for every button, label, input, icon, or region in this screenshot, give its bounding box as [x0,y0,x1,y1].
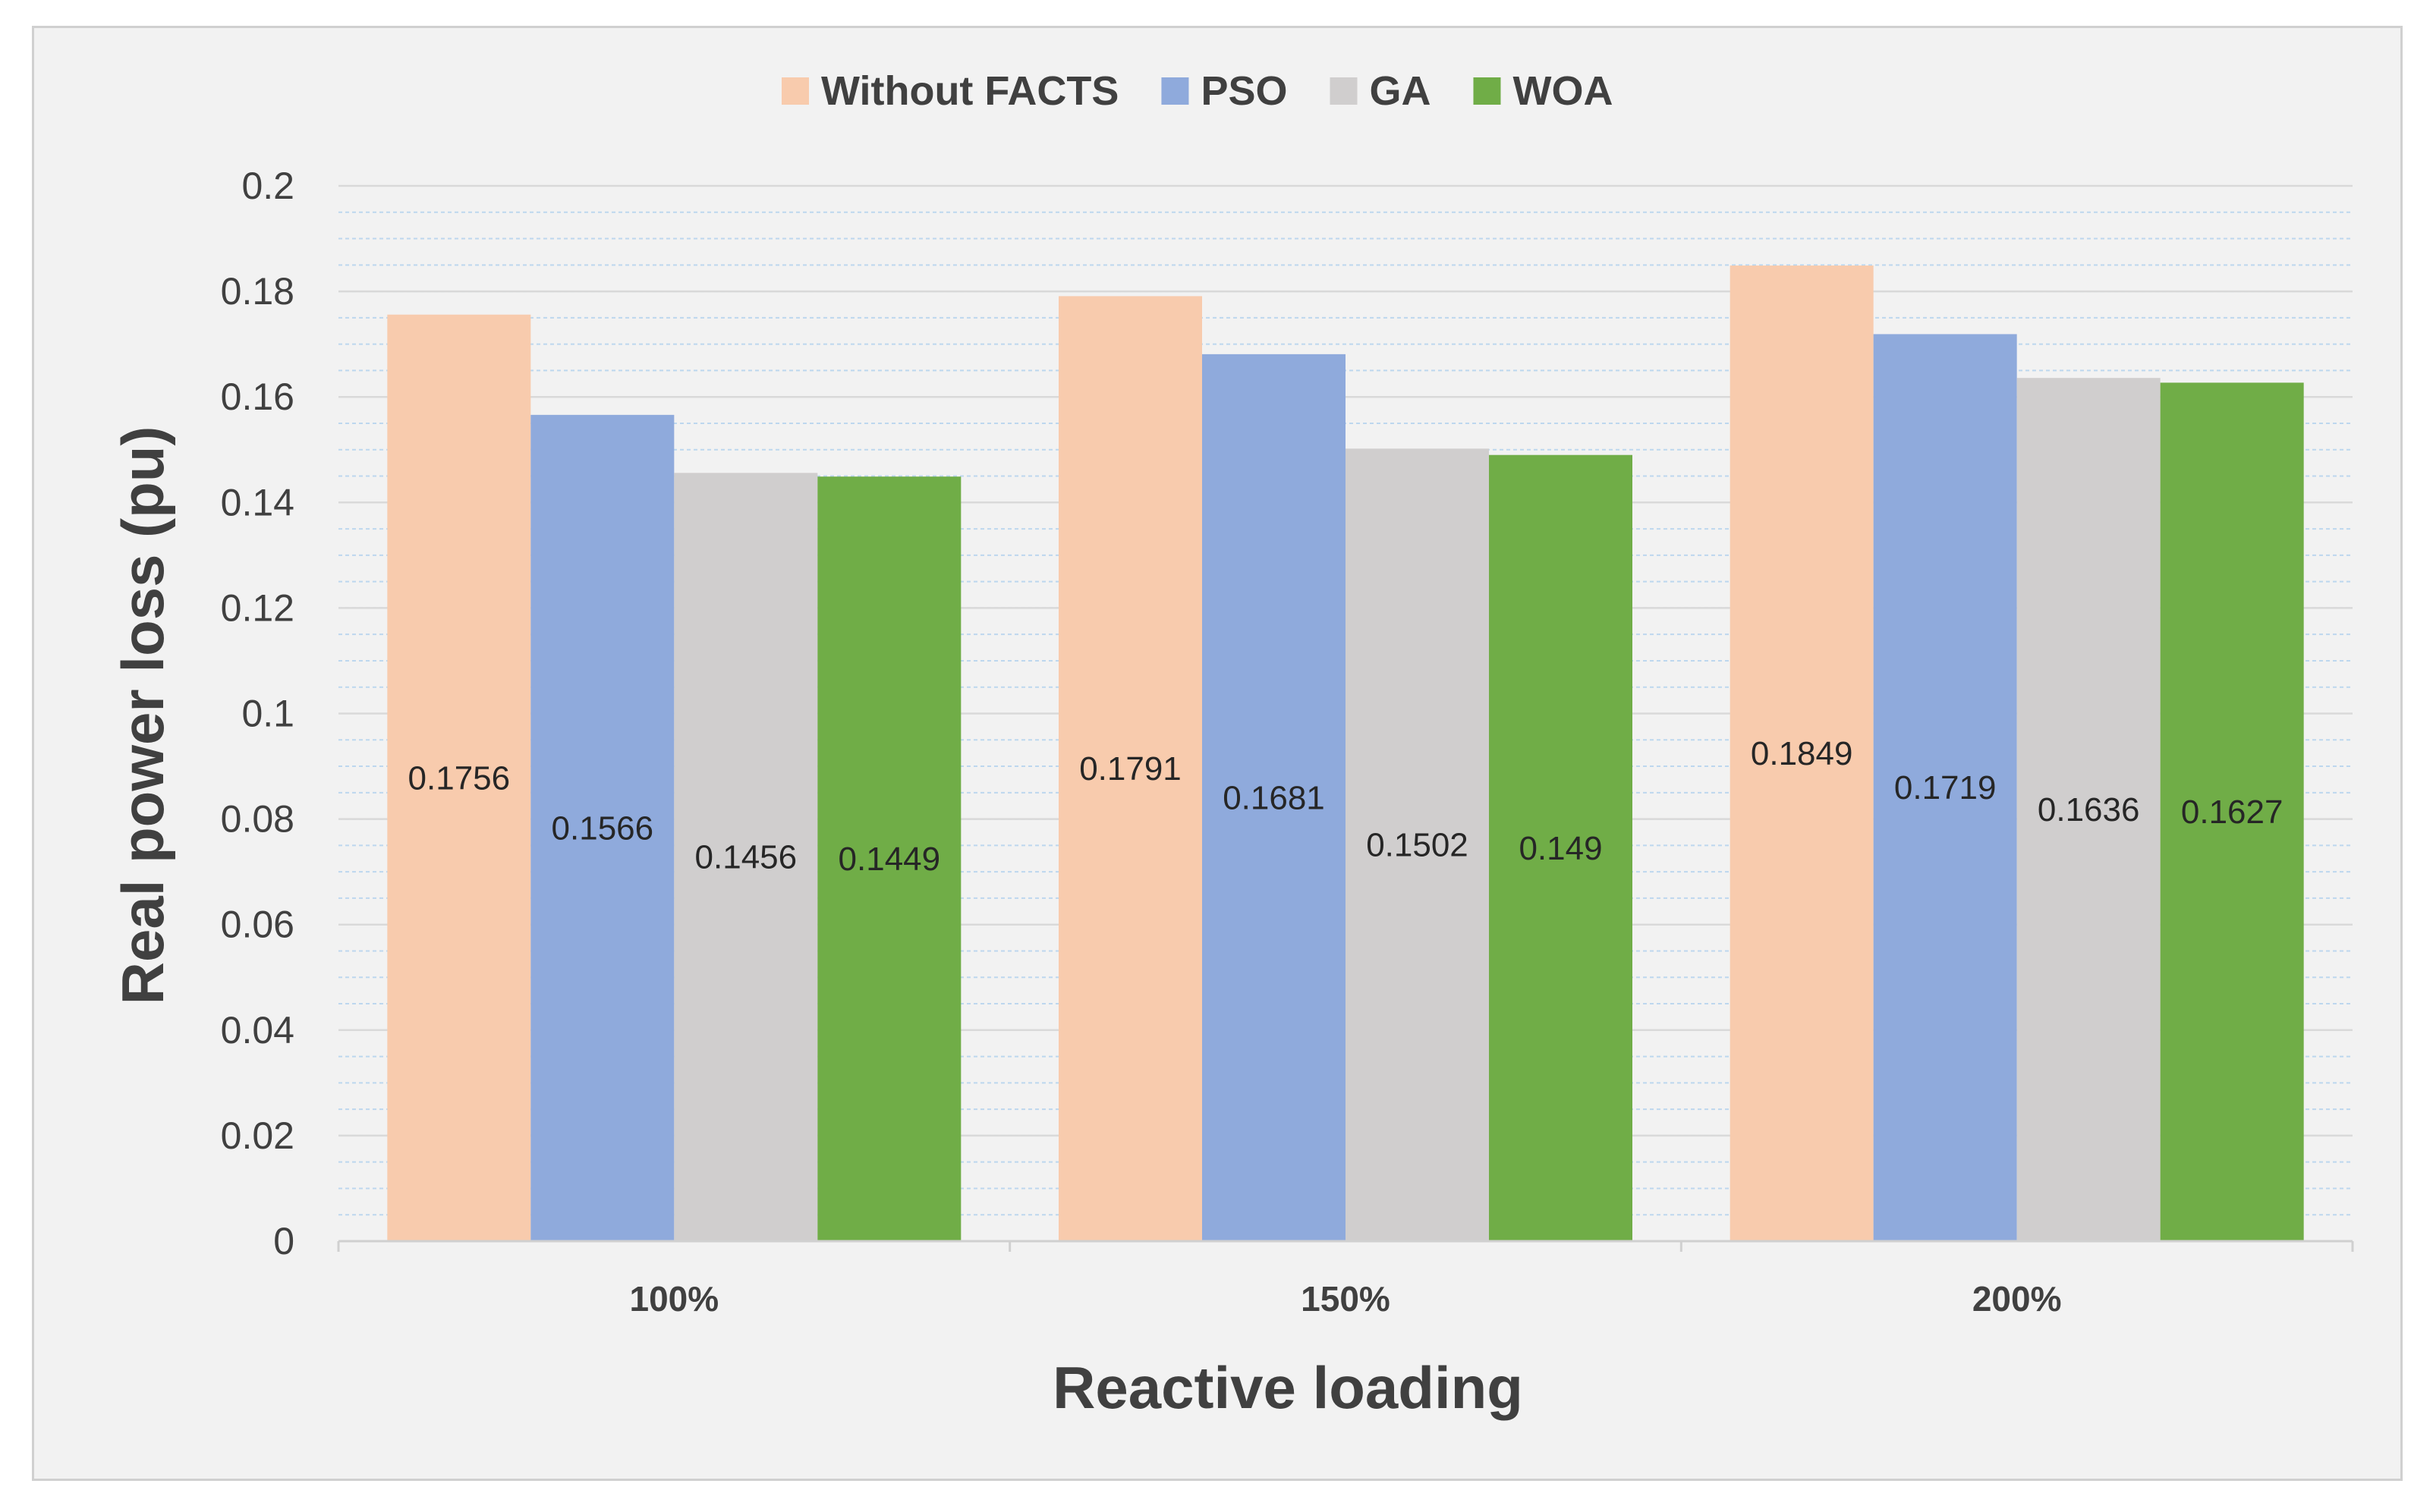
legend-swatch [1330,77,1358,105]
x-tick-label: 200% [1972,1279,2062,1319]
bar-woa [2160,382,2304,1241]
data-label: 0.1456 [695,839,798,876]
y-tick-label: 0.16 [221,376,294,418]
y-tick-label: 0.2 [241,165,294,207]
y-axis-title: Real power loss (pu) [109,426,176,1005]
data-labels: 0.1756 0.1566 0.1456 0.1449 0.1791 0.1681 0.15… [408,735,2283,878]
bar-ga [674,473,818,1241]
x-tick-label: 100% [630,1279,719,1319]
data-label: 0.1849 [1751,735,1853,772]
legend-label: WOA [1512,68,1613,114]
y-tick-label: 0 [273,1220,294,1262]
data-label: 0.1502 [1366,827,1468,864]
y-tick-label: 0.14 [221,481,294,523]
legend-swatch [1473,77,1501,105]
data-label: 0.1719 [1894,769,1997,806]
bar-ga [2016,378,2161,1241]
y-tick-label: 0.18 [221,270,294,313]
y-tick-label: 0.04 [221,1009,294,1051]
data-label: 0.1566 [552,809,654,847]
data-label: 0.1681 [1223,779,1325,816]
data-label: 0.1449 [839,841,941,878]
legend-label: PSO [1201,68,1287,114]
legend-label: Without FACTS [821,68,1119,114]
bar-without-facts [1730,266,1874,1241]
x-axis-title: Reactive loading [1053,1354,1523,1421]
data-label: 0.1636 [2038,791,2140,828]
data-label: 0.1791 [1079,750,1182,787]
y-tick-label: 0.12 [221,586,294,629]
bar-pso [1873,334,2017,1241]
legend-swatch [782,77,809,105]
bar-pso [1202,354,1346,1241]
x-tick-label: 150% [1301,1279,1390,1319]
bar-woa [1489,454,1632,1241]
bar-woa [817,476,962,1241]
data-label: 0.1627 [2181,794,2283,831]
y-tick-label: 0.02 [221,1114,294,1157]
axes [337,1240,2354,1252]
bar-pso [530,414,675,1242]
bar-without-facts [1059,296,1202,1241]
y-tick-label: 0.08 [221,798,294,841]
legend-label: GA [1369,68,1431,114]
legend: Without FACTS PSO GA WOA [782,68,1613,114]
data-label: 0.1756 [408,759,511,797]
bar-ga [1346,448,1489,1241]
y-tick-labels: 0 0.02 0.04 0.06 0.08 0.1 0.12 0.14 0.16 0.18 0.2 [221,165,294,1262]
legend-swatch [1161,77,1189,105]
data-label: 0.149 [1519,830,1602,867]
y-tick-label: 0.06 [221,904,294,946]
x-tick-labels: 100% 150% 200% [630,1279,2062,1319]
bars [387,266,2304,1242]
bar-without-facts [387,314,531,1241]
y-tick-label: 0.1 [241,693,294,735]
